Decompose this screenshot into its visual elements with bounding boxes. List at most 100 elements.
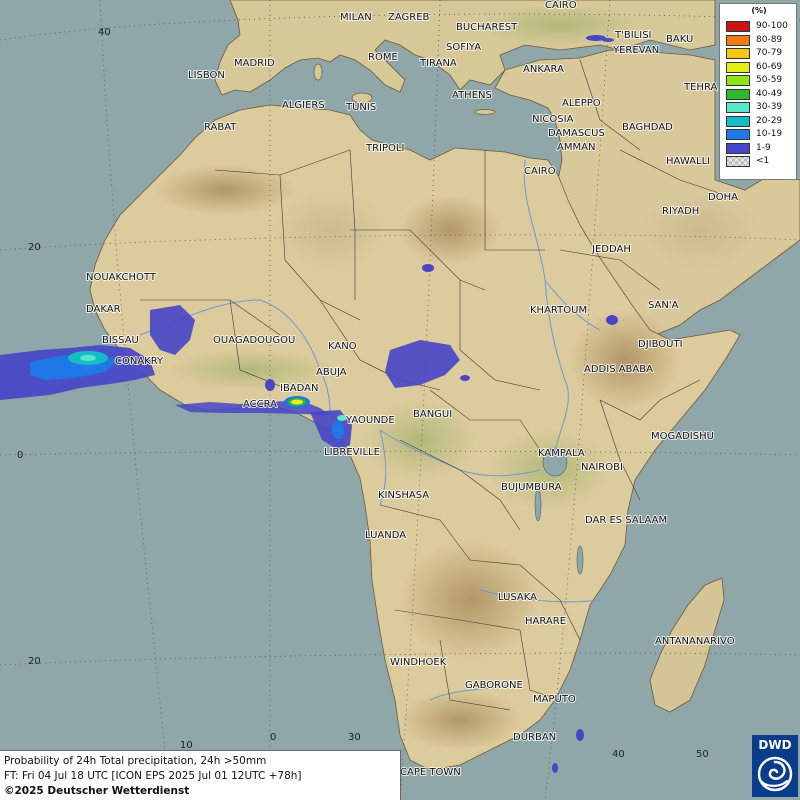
lake-tanganyika [534, 488, 542, 522]
legend-swatch [726, 115, 750, 127]
city-addis-ababa: ADDIS ABABA [584, 364, 653, 375]
legend-row: 50-59 [726, 75, 796, 87]
legend-swatch [726, 21, 750, 32]
city-khartoum: KHARTOUM [530, 305, 587, 316]
info-box: Probability of 24h Total precipitation, … [0, 750, 401, 800]
city-windhoek: WINDHOEK [390, 657, 447, 668]
city-libreville: LIBREVILLE [324, 447, 380, 458]
city-abuja: ABUJA [316, 367, 347, 378]
grid-labels: 40 20 0 20 10 0 30 40 50 [17, 27, 709, 760]
city-tunis: TUNIS [345, 102, 376, 113]
land-madagascar [649, 577, 725, 713]
precip-chad [422, 264, 434, 272]
legend-label: 70-79 [756, 48, 783, 58]
dwd-swirl-icon [757, 756, 793, 792]
city-bucharest: BUCHAREST [456, 22, 518, 33]
city-algiers: ALGIERS [282, 100, 325, 111]
precip-south [552, 763, 558, 773]
precip-guinea [150, 305, 195, 355]
legend-swatch [726, 142, 750, 154]
city-nicosia: NICOSIA [532, 114, 574, 125]
city-athens: ATHENS [452, 90, 492, 101]
city-bissau: BISSAU [102, 335, 139, 346]
city-sanaa: SAN'A [648, 300, 679, 311]
legend-label: 40-49 [756, 88, 783, 99]
precip-atlantic-peak [80, 355, 96, 361]
grid-label-lon-40: 40 [612, 749, 625, 760]
legend-row: 30-39 [726, 102, 796, 114]
legend-swatch [726, 156, 750, 167]
city-nairobi: NAIROBI [581, 462, 623, 473]
precip-togo [265, 379, 275, 391]
legend-row: 40-49 [726, 88, 796, 101]
legend-row: <1 [726, 156, 796, 168]
city-luanda: LUANDA [365, 530, 406, 541]
city-tbilisi: T'BILISI [614, 30, 651, 41]
country-borders [140, 59, 741, 711]
precip-ethiopia [606, 315, 618, 325]
city-tirana: TIRANA [419, 58, 457, 69]
city-dakar: DAKAR [86, 304, 121, 315]
island-sardinia [313, 63, 323, 81]
info-forecast-time: FT: Fri 04 Jul 18 UTC [ICON EPS 2025 Jul… [4, 770, 302, 782]
precip-car [460, 375, 470, 381]
precipitation-areas [0, 35, 618, 773]
legend-title: (%) [751, 6, 767, 15]
city-nouakchott: NOUAKCHOTT [86, 272, 157, 283]
city-antananarivo: ANTANANARIVO [655, 636, 735, 647]
rivers [139, 159, 601, 701]
city-kampala: KAMPALA [538, 448, 585, 459]
legend-swatch [726, 48, 750, 59]
legend-swatch [726, 88, 750, 100]
grid-label-lat-20s: 20 [28, 656, 41, 667]
legend-label: 20-29 [756, 115, 783, 126]
legend-label: 10-19 [756, 129, 783, 139]
city-lusaka: LUSAKA [498, 592, 537, 603]
city-yerevan: YEREVAN [612, 45, 659, 56]
precip-lagos-peak [291, 399, 303, 405]
city-cairo-top: CAIRO [545, 0, 577, 11]
grid-label-lat-0: 0 [17, 450, 23, 461]
precip-caucasus [586, 35, 606, 41]
legend-row: 20-29 [726, 115, 796, 128]
city-milan: MILAN [340, 12, 372, 23]
legend-swatch [726, 34, 750, 46]
legend-row: 80-89 [726, 34, 796, 47]
grid-label-lat-40: 40 [98, 27, 111, 38]
legend-row: 10-19 [726, 129, 796, 141]
city-dar-es-salaam: DAR ES SALAAM [585, 515, 667, 526]
city-cape-town: CAPE TOWN [400, 767, 461, 778]
city-ankara: ANKARA [523, 64, 564, 75]
legend-swatch [726, 75, 750, 86]
city-jeddah: JEDDAH [591, 244, 631, 255]
city-lisbon: LISBON [188, 70, 225, 81]
dwd-logo-text: DWD [758, 738, 792, 752]
city-labels: MILAN ZAGREB BUCHAREST CAIRO T'BILISI BA… [85, 0, 739, 779]
city-bangui: BANGUI [413, 409, 452, 420]
grid-label-lat-20n: 20 [28, 242, 41, 253]
city-sofiya: SOFIYA [446, 42, 481, 53]
city-hawalli: HAWALLI [666, 156, 710, 167]
city-kano: KANO [328, 341, 357, 352]
city-ouagadougou: OUAGADOUGOU [213, 335, 295, 346]
grid-label-lon-50: 50 [696, 749, 709, 760]
legend: (%) 90-100 80-89 70-79 60-69 50-59 40-49 30-39… [719, 3, 797, 180]
city-riyadh: RIYADH [662, 206, 699, 217]
city-cairo: CAIRO [524, 166, 556, 177]
terrain-shading [155, 5, 760, 750]
city-maputo: MAPUTO [533, 694, 576, 705]
island-crete [474, 109, 496, 115]
precip-cameroon-core [332, 421, 344, 439]
city-yaounde: YAOUNDE [345, 415, 395, 426]
precip-cameroon-peak [337, 415, 347, 421]
info-copyright: ©2025 Deutscher Wetterdienst [4, 785, 190, 797]
legend-label: 30-39 [756, 102, 783, 112]
city-amman: AMMAN [557, 142, 595, 153]
dwd-logo: DWD [752, 735, 798, 797]
city-ibadan: IBADAN [280, 383, 319, 394]
city-baku: BAKU [666, 34, 693, 45]
city-madrid: MADRID [234, 58, 275, 69]
city-rome: ROME [368, 52, 398, 63]
